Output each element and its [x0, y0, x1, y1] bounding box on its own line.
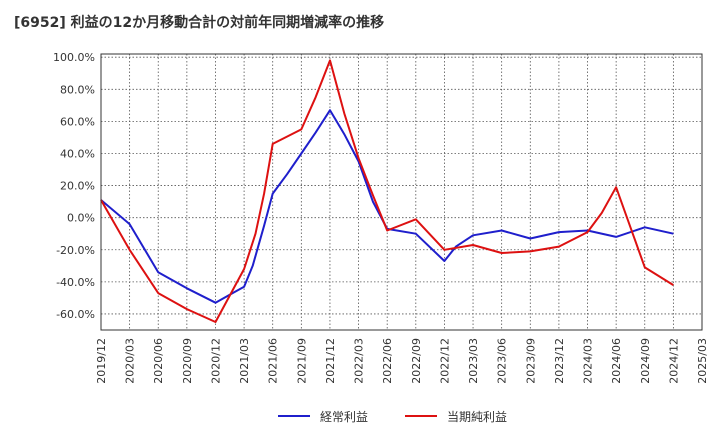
x-tick-label: 2021/12	[324, 338, 337, 384]
x-tick-label: 2023/03	[467, 338, 480, 384]
x-tick-label: 2024/09	[639, 338, 652, 384]
x-tick-label: 2022/09	[410, 338, 423, 384]
x-tick-label: 2024/06	[610, 338, 623, 384]
y-tick-label: 100.0%	[53, 51, 95, 64]
x-tick-label: 2022/06	[381, 338, 394, 384]
series-lines	[100, 59, 674, 323]
x-tick-label: 2022/12	[438, 338, 451, 384]
x-tick-label: 2025/03	[696, 338, 709, 384]
chart-title: [6952] 利益の12か月移動合計の対前年同期増減率の推移	[14, 15, 385, 31]
y-tick-label: 0.0%	[67, 212, 95, 225]
x-tick-label: 2021/09	[295, 338, 308, 384]
legend-label-series-1: 経常利益	[320, 410, 368, 424]
y-tick-label: -20.0%	[56, 244, 95, 257]
x-tick-label: 2020/03	[124, 338, 137, 384]
x-tick-label: 2020/06	[152, 338, 165, 384]
x-tick-label: 2020/12	[209, 338, 222, 384]
y-tick-label: 80.0%	[60, 83, 95, 96]
plot-border	[100, 53, 703, 331]
y-tick-label: 60.0%	[60, 115, 95, 128]
x-tick-label: 2024/03	[582, 338, 595, 384]
x-tick-label: 2023/06	[496, 338, 509, 384]
legend-label-series-2: 当期純利益	[447, 410, 507, 424]
y-axis-ticks: 100.0% 80.0% 60.0% 40.0% 20.0% 0.0% -20.0% -40.…	[53, 51, 95, 321]
x-tick-label: 2021/03	[238, 338, 251, 384]
x-tick-label: 2022/03	[353, 338, 366, 384]
x-tick-label: 2023/12	[553, 338, 566, 384]
x-tick-label: 2023/09	[524, 338, 537, 384]
y-tick-label: 40.0%	[60, 147, 95, 160]
y-tick-label: 20.0%	[60, 180, 95, 193]
x-tick-label: 2019/12	[95, 338, 108, 384]
y-tick-label: -40.0%	[56, 276, 95, 289]
y-tick-label: -60.0%	[56, 308, 95, 321]
x-tick-label: 2020/09	[181, 338, 194, 384]
legend: 経常利益 当期純利益	[278, 410, 507, 424]
gridlines	[101, 54, 702, 330]
series-line-2	[100, 59, 674, 323]
plot-area	[101, 54, 702, 330]
x-axis-ticks: 2019/12 2020/03 2020/06 2020/09 2020/12 2021/…	[95, 338, 709, 384]
series-line-1	[100, 109, 674, 304]
x-tick-label: 2024/12	[667, 338, 680, 384]
x-tick-label: 2021/06	[267, 338, 280, 384]
